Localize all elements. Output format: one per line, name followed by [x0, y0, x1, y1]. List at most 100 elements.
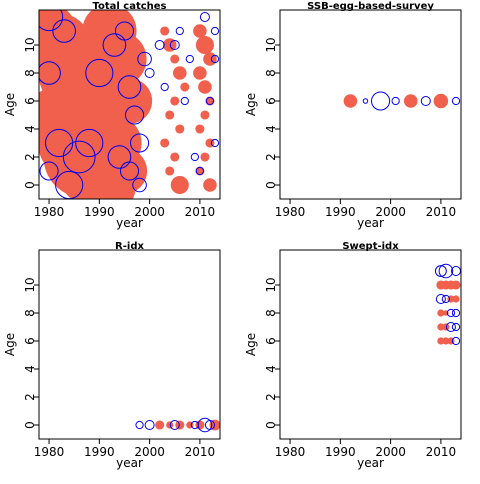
- positive-residual-point: [101, 148, 148, 194]
- negative-residual-point: [85, 58, 114, 88]
- positive-residual-point: [170, 54, 180, 64]
- panel-title: R-idx: [115, 241, 144, 252]
- y-tick-label: 10: [23, 37, 37, 52]
- positive-residual-point: [195, 35, 214, 55]
- negative-residual-point: [446, 308, 456, 318]
- negative-residual-point: [204, 419, 215, 431]
- y-tick-label: 10: [264, 37, 278, 52]
- x-tick-label: 2000: [375, 445, 406, 459]
- y-tick-label: 8: [264, 309, 278, 317]
- y-tick-label: 4: [23, 125, 37, 133]
- y-tick-label: 8: [23, 69, 37, 77]
- negative-residual-point: [210, 26, 220, 36]
- x-tick-label: 1980: [275, 205, 306, 219]
- negative-residual-point: [451, 308, 461, 318]
- negative-residual-point: [441, 294, 451, 304]
- panel-marks: [434, 263, 461, 346]
- x-tick-label: 1980: [34, 445, 65, 459]
- positive-residual-point: [175, 124, 185, 134]
- positive-residual-point: [451, 280, 461, 290]
- negative-residual-point: [62, 140, 96, 174]
- plot-frame: [279, 249, 462, 440]
- positive-residual-point: [193, 66, 207, 80]
- negative-residual-point: [102, 33, 127, 57]
- positive-residual-point: [92, 31, 147, 87]
- negative-residual-point: [451, 336, 461, 346]
- positive-residual-point: [198, 80, 212, 94]
- negative-residual-point: [107, 145, 132, 169]
- negative-residual-point: [124, 105, 145, 125]
- y-tick-label: 2: [23, 153, 37, 161]
- negative-residual-point: [371, 91, 391, 111]
- x-tick-label: 1990: [84, 445, 115, 459]
- x-tick-label: 1980: [275, 445, 306, 459]
- negative-residual-point: [144, 67, 155, 79]
- negative-residual-point: [117, 75, 142, 99]
- x-tick-label: 1990: [325, 445, 356, 459]
- panel-marks: [135, 417, 220, 433]
- positive-residual-point: [195, 124, 205, 134]
- negative-residual-point: [169, 39, 180, 51]
- y-tick-label: 4: [23, 365, 37, 373]
- positive-residual-point: [172, 66, 187, 80]
- y-tick-label: 6: [264, 337, 278, 345]
- x-tick-label: 1980: [34, 205, 65, 219]
- negative-residual-point: [434, 265, 447, 277]
- positive-residual-point: [160, 138, 170, 148]
- positive-residual-point: [165, 110, 175, 120]
- y-tick-label: 10: [264, 277, 278, 292]
- y-tick-label: 8: [264, 69, 278, 77]
- negative-residual-point: [210, 138, 220, 148]
- positive-residual-point: [200, 152, 210, 162]
- negative-residual-point: [144, 419, 155, 431]
- positive-residual-point: [170, 152, 180, 162]
- positive-residual-point: [437, 323, 445, 331]
- negative-residual-point: [130, 133, 150, 153]
- positive-residual-point: [155, 420, 165, 430]
- negative-residual-point: [205, 96, 215, 106]
- y-tick-label: 0: [23, 421, 37, 429]
- plot-frame: [279, 9, 462, 200]
- negative-residual-point: [114, 21, 135, 41]
- panel-title: Swept-idx: [342, 241, 399, 252]
- x-tick-label: 2010: [185, 205, 216, 219]
- panel-title: SSB-egg-based-survey: [307, 1, 434, 12]
- negative-residual-point: [137, 51, 152, 67]
- y-tick-label: 10: [23, 277, 37, 292]
- panel-4: 1980 1990 2000 2010 0 2 4 6 8 10 Swept-idx year Age: [244, 241, 462, 470]
- negative-residual-point: [445, 321, 456, 333]
- negative-residual-point: [160, 82, 169, 92]
- negative-residual-point: [175, 26, 184, 36]
- negative-residual-point: [75, 128, 104, 158]
- y-tick-label: 6: [23, 337, 37, 345]
- negative-residual-point: [39, 161, 59, 181]
- y-tick-label: 4: [264, 365, 278, 373]
- x-tick-label: 2010: [426, 445, 457, 459]
- panel-marks: [343, 91, 461, 111]
- positive-residual-point: [343, 94, 358, 108]
- y-axis-label: Age: [3, 93, 17, 116]
- panel-marks: [39, 10, 220, 199]
- negative-residual-point: [180, 96, 189, 106]
- y-tick-label: 2: [264, 393, 278, 401]
- panel-3: 1980 1990 2000 2010 0 2 4 6 8 10 R-idx year Age: [3, 241, 221, 470]
- positive-residual-point: [437, 337, 445, 345]
- negative-residual-point: [362, 98, 369, 104]
- positive-residual-point: [180, 82, 190, 92]
- negative-residual-point: [451, 322, 461, 332]
- negative-residual-point: [451, 96, 461, 106]
- negative-residual-point: [185, 54, 194, 64]
- positive-residual-point: [160, 26, 170, 36]
- positive-residual-point: [433, 93, 449, 109]
- negative-residual-point: [195, 166, 205, 176]
- x-tick-label: 2000: [375, 205, 406, 219]
- y-tick-label: 6: [23, 97, 37, 105]
- plot-frame: [38, 9, 221, 200]
- negative-residual-point: [438, 263, 454, 279]
- y-tick-label: 2: [23, 393, 37, 401]
- plot-frame: [38, 249, 221, 440]
- negative-residual-point: [119, 161, 140, 181]
- negative-residual-point: [420, 95, 431, 107]
- positive-residual-point: [403, 94, 418, 108]
